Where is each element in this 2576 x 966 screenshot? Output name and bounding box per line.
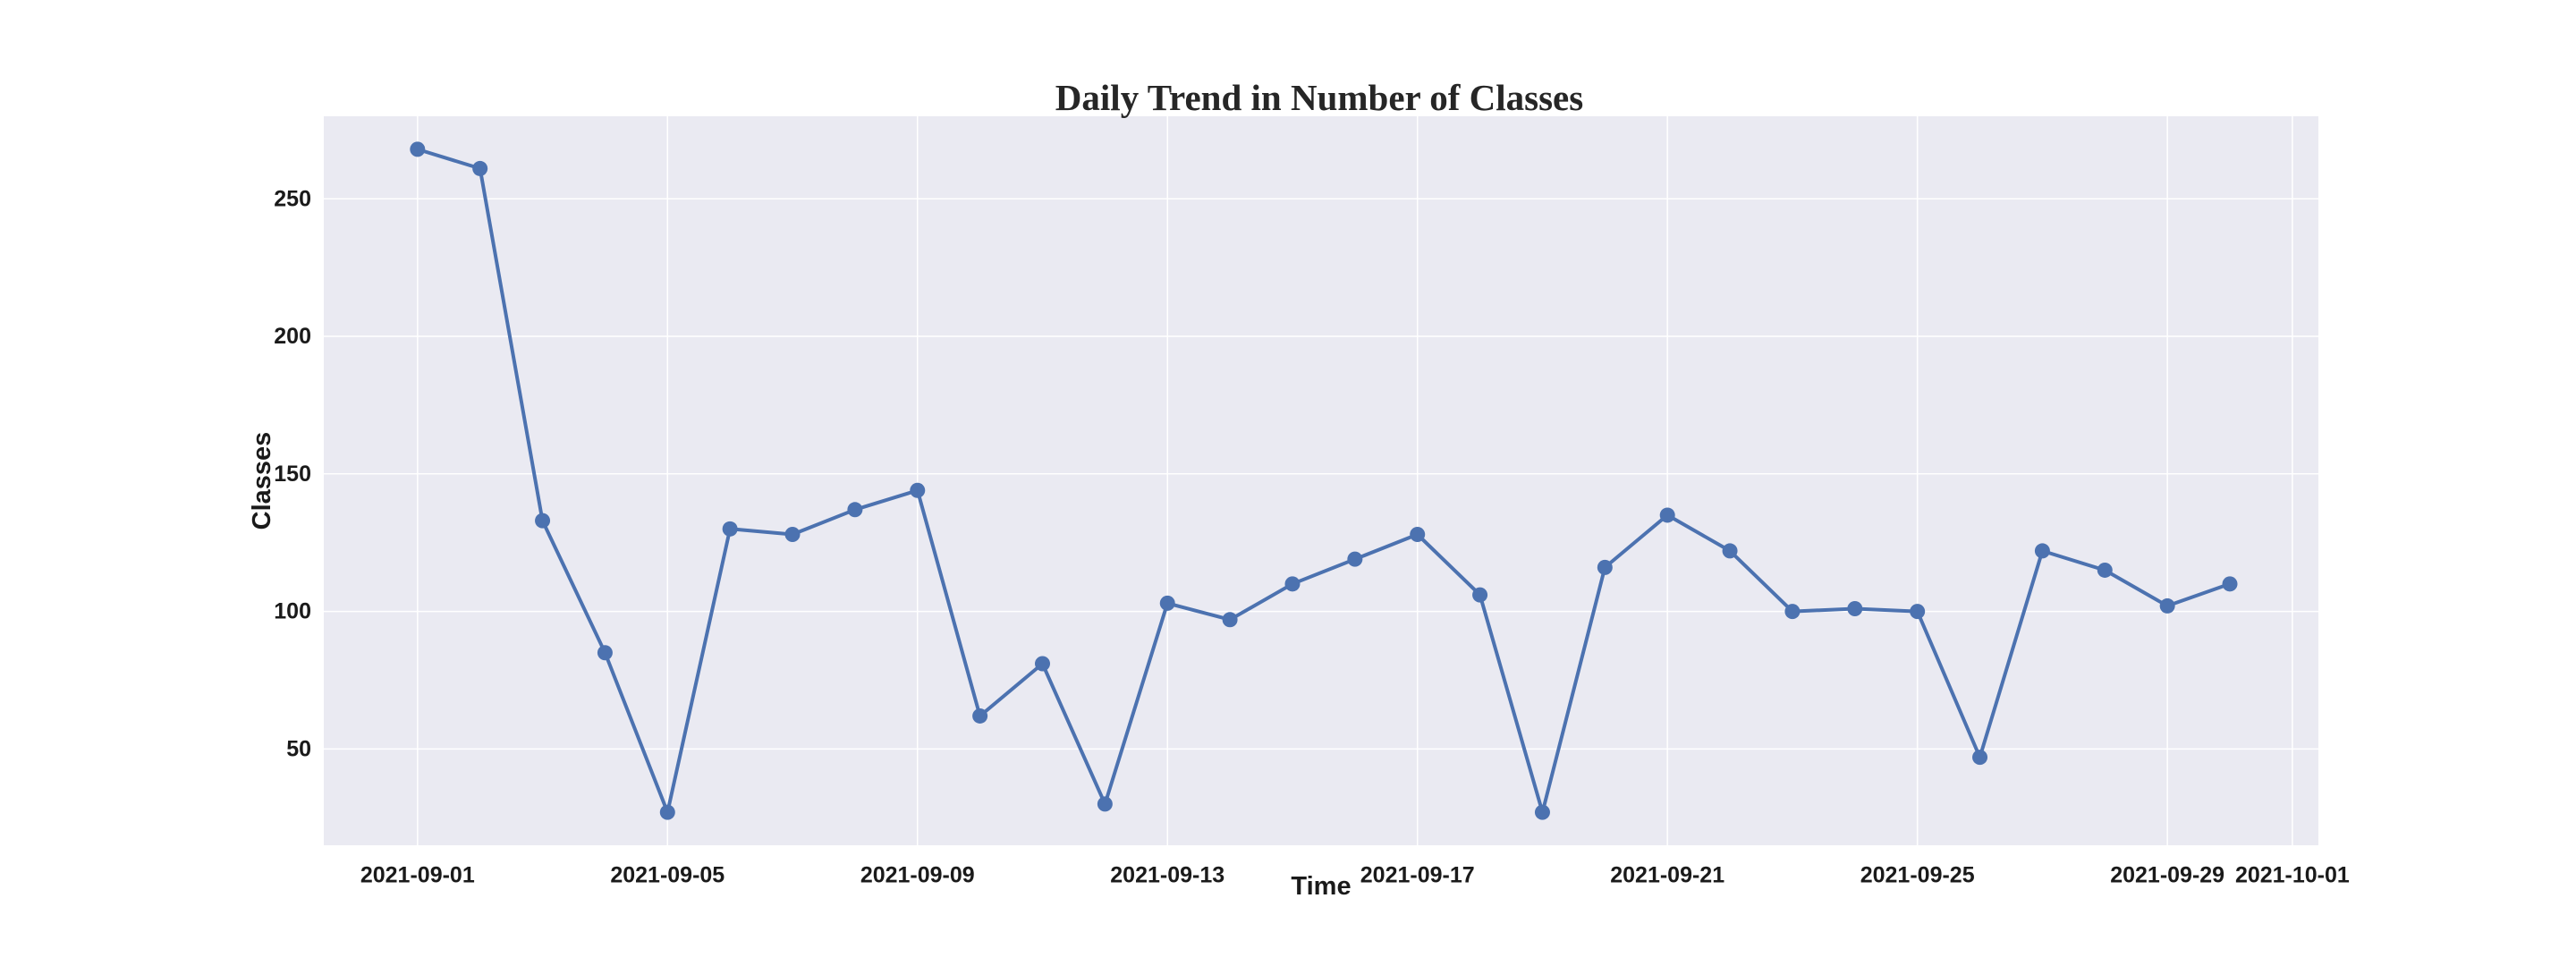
y-tick-label: 150 [274, 462, 311, 487]
x-tick-label: 2021-10-01 [2235, 863, 2350, 888]
data-point [784, 526, 801, 542]
x-axis-label: Time [1291, 872, 1351, 901]
plot-area [324, 116, 2318, 845]
data-point [1597, 559, 1613, 575]
data-point [2034, 543, 2050, 559]
tick-labels: 2021-09-01 2021-09-05 2021-09-09 2021-09-13… [274, 186, 2350, 887]
data-point [1722, 543, 1738, 559]
data-point [722, 521, 738, 537]
data-point [535, 513, 551, 529]
x-tick-label: 2021-09-21 [1610, 863, 1724, 888]
x-tick-label: 2021-09-25 [1860, 863, 1975, 888]
data-point [659, 804, 675, 820]
data-point [847, 502, 863, 518]
data-point [1659, 507, 1675, 523]
data-point [1097, 796, 1113, 812]
data-point [2222, 576, 2238, 592]
x-tick-label: 2021-09-29 [2110, 863, 2224, 888]
data-point [2159, 597, 2175, 614]
x-tick-label: 2021-09-17 [1360, 863, 1475, 888]
data-point [1034, 656, 1050, 672]
data-point [1847, 601, 1863, 617]
x-tick-label: 2021-09-05 [610, 863, 724, 888]
data-point [1222, 612, 1238, 628]
y-tick-label: 50 [286, 736, 311, 761]
series-layer [410, 141, 2238, 820]
x-tick-label: 2021-09-13 [1110, 863, 1224, 888]
data-point [410, 141, 426, 157]
data-point [910, 482, 926, 498]
data-point [472, 160, 488, 176]
series-line [415, 147, 2232, 815]
x-tick-label: 2021-09-09 [860, 863, 975, 888]
y-tick-label: 250 [274, 186, 311, 211]
data-point [2097, 562, 2113, 578]
data-point [1784, 604, 1801, 620]
data-point [1972, 750, 1988, 766]
data-point [1284, 576, 1301, 592]
chart-title: Daily Trend in Number of Classes [1055, 77, 1583, 118]
data-point [1910, 604, 1926, 620]
y-tick-label: 200 [274, 324, 311, 349]
grid-lines [324, 116, 2318, 845]
data-point [1159, 595, 1175, 611]
y-axis-label: Classes [248, 432, 276, 530]
x-tick-label: 2021-09-01 [360, 863, 475, 888]
data-point [972, 708, 988, 724]
data-point [1347, 551, 1363, 567]
data-point [1534, 804, 1550, 820]
data-point [1410, 526, 1426, 542]
y-tick-label: 100 [274, 599, 311, 624]
data-point [1472, 587, 1488, 603]
data-point [597, 645, 613, 661]
